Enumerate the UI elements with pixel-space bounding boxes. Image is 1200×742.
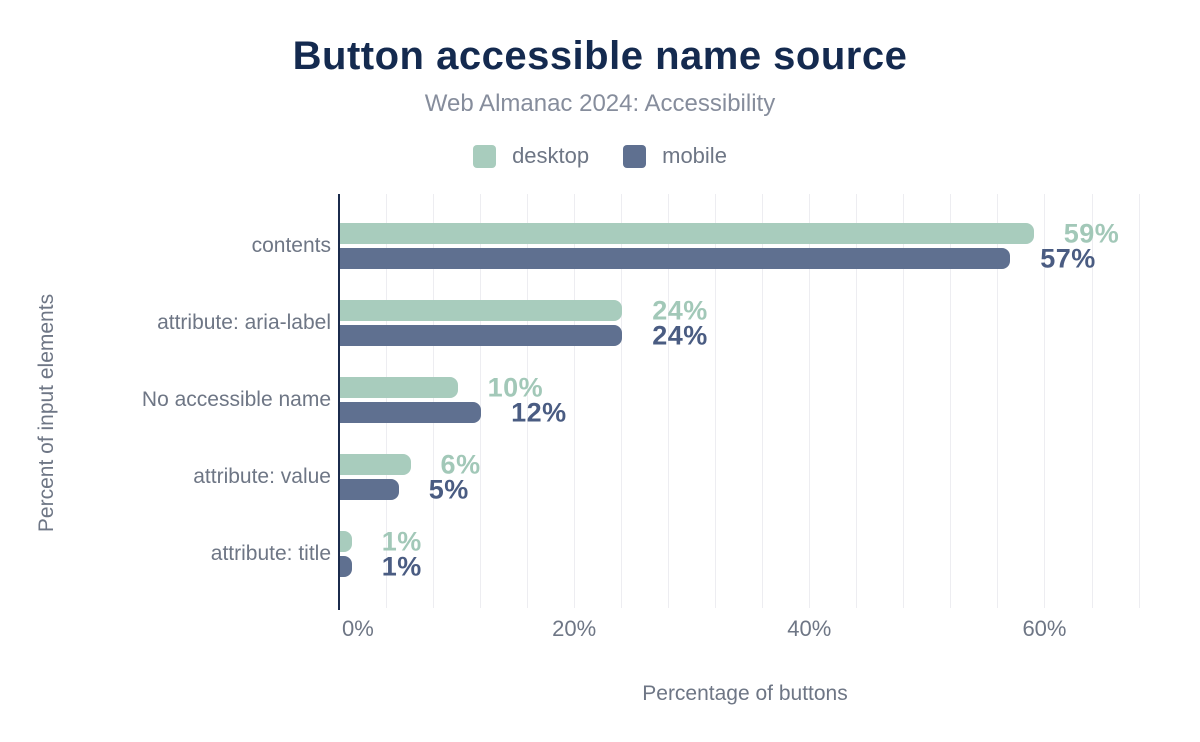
x-tick-label-20: 20%: [552, 616, 597, 641]
category-label-attribute-value: attribute: value: [193, 465, 331, 488]
bar-value-label-mobile-contents: 57%: [1040, 243, 1096, 273]
bar-value-label-desktop-attribute-value: 6%: [440, 449, 481, 479]
category-label-no-accessible-name: No accessible name: [141, 388, 331, 411]
bar-value-label-mobile-attribute-value: 5%: [428, 474, 469, 504]
legend: desktop mobile: [0, 143, 1200, 169]
bar-mobile-no-accessible-name: [340, 402, 482, 423]
gridline: [433, 194, 435, 608]
x-axis-title: Percentage of buttons: [642, 682, 848, 705]
bar-mobile-attribute-value: [340, 479, 399, 500]
bar-mobile-attribute-title: [340, 556, 352, 577]
legend-label-desktop: desktop: [512, 143, 590, 168]
legend-item-mobile: mobile: [623, 143, 727, 169]
bar-mobile-attribute-aria-label: [340, 325, 623, 346]
x-tick-label-40: 40%: [787, 616, 832, 641]
gridline: [1091, 194, 1093, 608]
bar-value-label-mobile-attribute-aria-label: 24%: [652, 320, 708, 350]
y-axis-line: [338, 194, 340, 610]
x-tick-label-60: 60%: [1022, 616, 1067, 641]
bar-value-label-desktop-attribute-aria-label: 24%: [652, 295, 708, 325]
legend-item-desktop: desktop: [473, 143, 589, 169]
category-label-contents: contents: [251, 234, 331, 257]
category-label-attribute-aria-label: attribute: aria-label: [157, 311, 331, 334]
gridline: [997, 194, 999, 608]
gridline: [950, 194, 952, 608]
bar-value-label-desktop-attribute-title: 1%: [381, 526, 422, 556]
y-axis-title: Percent of input elements: [35, 293, 58, 533]
gridline: [715, 194, 717, 608]
bar-value-label-mobile-attribute-title: 1%: [381, 551, 422, 581]
bar-value-label-desktop-contents: 59%: [1063, 218, 1120, 248]
bar-value-label-desktop-no-accessible-name: 10%: [487, 372, 544, 402]
chart-subtitle: Web Almanac 2024: Accessibility: [424, 90, 776, 117]
bar-desktop-attribute-title: [340, 531, 352, 552]
gridline: [621, 194, 623, 608]
legend-swatch-mobile: [623, 144, 647, 168]
gridline: [386, 194, 388, 608]
gridline: [668, 194, 670, 608]
bar-desktop-attribute-aria-label: [340, 300, 623, 321]
bar-desktop-attribute-value: [340, 454, 411, 475]
bar-desktop-contents: [340, 223, 1034, 244]
legend-label-mobile: mobile: [662, 143, 727, 168]
gridline: [1138, 194, 1140, 608]
bar-mobile-contents: [340, 248, 1011, 269]
gridline: [903, 194, 905, 608]
gridline: [762, 194, 764, 608]
category-label-attribute-title: attribute: title: [210, 542, 331, 565]
x-tick-label-0: 0%: [342, 616, 374, 641]
gridline: [1044, 194, 1046, 608]
gridline: [574, 194, 576, 608]
gridline: [480, 194, 482, 608]
gridline: [856, 194, 858, 608]
chart-title: Button accessible name source: [292, 34, 908, 78]
gridline: [809, 194, 811, 608]
bar-desktop-no-accessible-name: [340, 377, 458, 398]
legend-swatch-desktop: [473, 144, 497, 168]
gridline: [527, 194, 529, 608]
bar-value-label-mobile-no-accessible-name: 12%: [511, 397, 567, 427]
